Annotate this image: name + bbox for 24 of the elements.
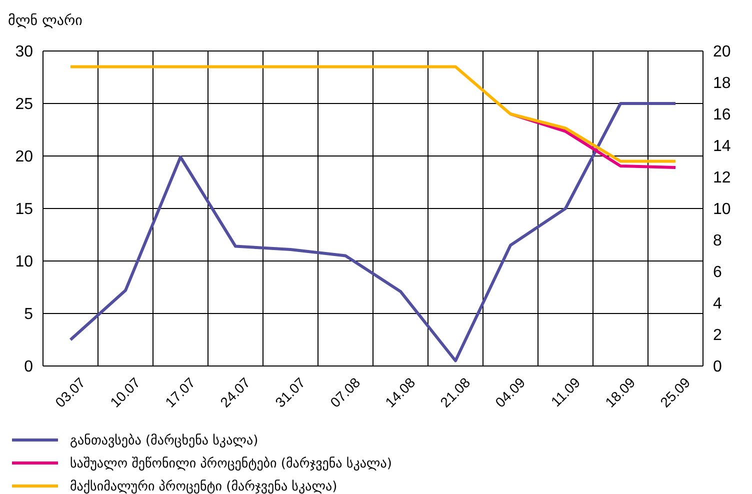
legend-label: მაქსიმალური პროცენტი (მარჯვენა სკალა)	[70, 480, 338, 494]
y-tick-label: 0	[24, 358, 34, 376]
legend-label: განთავსება (მარცხენა სკალა)	[70, 434, 258, 449]
y2-tick-label: 2	[713, 327, 722, 344]
y2-tick-label: 4	[713, 296, 722, 313]
y2-tick-label: 8	[713, 232, 722, 250]
y2-tick-label: 6	[713, 264, 722, 282]
line-series	[69, 102, 677, 362]
y-tick-label: 15	[15, 201, 34, 218]
legend-label: საშუალო შეწონილი პროცენტები (მარჯვენა სკალა)	[70, 456, 392, 472]
y2-tick-label: 14	[713, 138, 731, 156]
y2-tick-label: 16	[713, 106, 731, 124]
line-series	[69, 65, 677, 163]
y2-tick-label: 0	[713, 358, 722, 376]
y2-tick-label: 10	[713, 201, 731, 218]
y-tick-label: 5	[24, 306, 34, 324]
y-axis-title: მლნ ლარი	[8, 13, 82, 29]
y-tick-label: 30	[15, 44, 34, 61]
y-tick-label: 10	[15, 254, 34, 271]
y2-tick-label: 18	[713, 75, 731, 92]
y-tick-label: 25	[15, 96, 34, 114]
y-tick-label: 20	[15, 148, 34, 166]
y2-tick-label: 20	[713, 44, 731, 61]
y2-tick-label: 12	[713, 170, 731, 187]
